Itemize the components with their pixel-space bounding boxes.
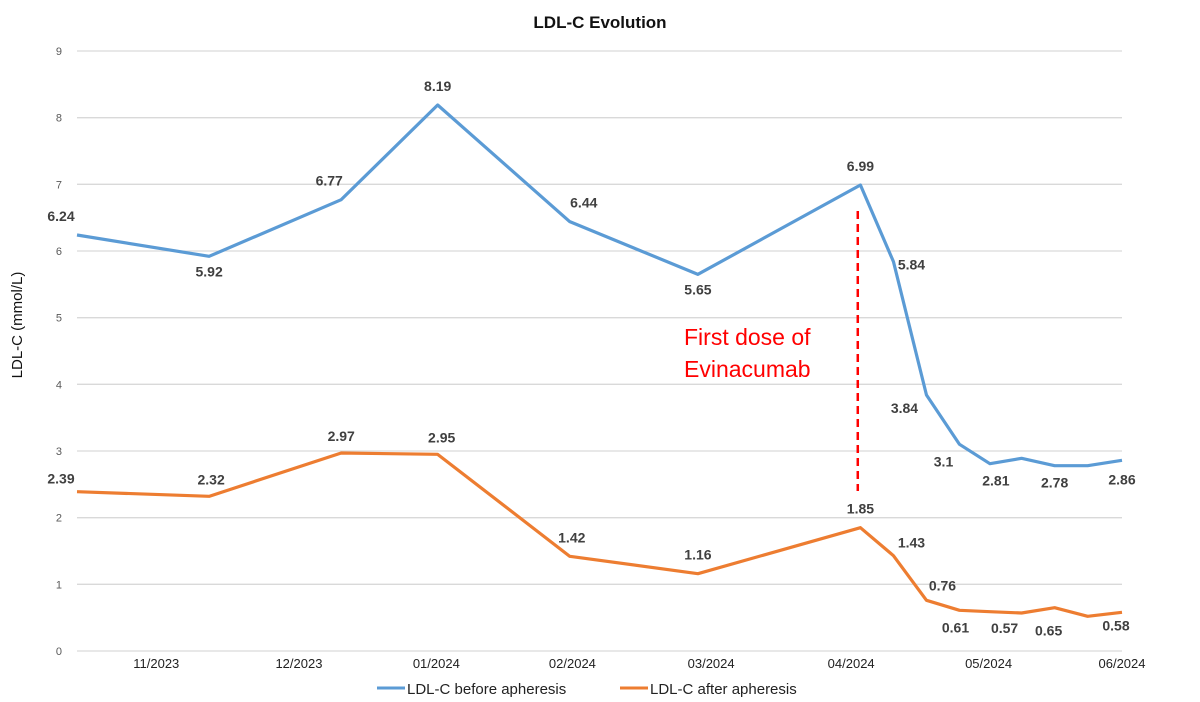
series-lines <box>76 103 1123 618</box>
y-tick-label: 7 <box>56 179 62 191</box>
y-tick-label: 5 <box>56 313 62 325</box>
annotation: First dose of Evinacumab <box>684 211 860 491</box>
data-label: 6.44 <box>570 195 597 211</box>
y-tick-label: 9 <box>56 46 62 58</box>
y-tick-label: 1 <box>56 579 62 591</box>
data-label: 3.84 <box>891 400 918 416</box>
data-label: 2.86 <box>1108 471 1135 487</box>
x-tick-label: 11/2023 <box>133 656 179 671</box>
series-line-0 <box>76 103 1123 468</box>
data-label: 0.76 <box>929 577 956 593</box>
gridlines <box>77 50 1122 652</box>
data-label: 2.81 <box>982 473 1009 489</box>
data-label: 6.99 <box>847 158 874 174</box>
data-label: 1.16 <box>684 547 711 563</box>
data-label: 2.39 <box>47 471 74 487</box>
y-tick-label: 3 <box>56 446 62 458</box>
x-tick-label: 06/2024 <box>1099 656 1146 671</box>
data-label: 2.95 <box>428 429 455 445</box>
data-label: 2.78 <box>1041 475 1068 491</box>
x-tick-label: 02/2024 <box>549 656 596 671</box>
data-label: 1.42 <box>558 529 585 545</box>
x-tick-label: 05/2024 <box>965 656 1012 671</box>
data-label: 8.19 <box>424 78 451 94</box>
annotation-text: First dose of <box>684 324 811 350</box>
y-axis-label: LDL-C (mmol/L) <box>9 272 26 379</box>
y-tick-label: 4 <box>56 379 62 391</box>
annotation-text: Evinacumab <box>684 356 811 382</box>
x-tick-label: 04/2024 <box>828 656 875 671</box>
data-label: 0.58 <box>1102 617 1129 633</box>
data-label: 5.84 <box>898 257 925 273</box>
chart-title: LDL-C Evolution <box>533 13 666 32</box>
x-tick-label: 12/2023 <box>275 656 322 671</box>
legend-label: LDL-C before apheresis <box>407 681 566 698</box>
series-line-1 <box>76 451 1123 618</box>
x-tick-label: 01/2024 <box>413 656 460 671</box>
data-label: 6.24 <box>47 208 74 224</box>
data-label: 0.65 <box>1035 623 1062 639</box>
y-tick-label: 6 <box>56 246 62 258</box>
data-label: 5.65 <box>684 281 711 297</box>
y-tick-label: 2 <box>56 513 62 525</box>
x-axis-ticks: 11/2023 12/2023 01/2024 02/2024 03/2024 04/20… <box>133 656 1145 671</box>
legend: LDL-C before apheresis LDL-C after aphere… <box>377 681 797 698</box>
data-label: 1.43 <box>898 535 925 551</box>
legend-label: LDL-C after apheresis <box>650 681 797 698</box>
data-labels: 6.24 5.92 6.77 8.19 6.44 5.65 6.99 5.84 3.84 3.1 2… <box>47 78 1135 639</box>
data-label: 5.92 <box>195 263 222 279</box>
data-label: 2.32 <box>197 471 224 487</box>
y-tick-label: 0 <box>56 646 62 658</box>
data-label: 2.97 <box>328 428 355 444</box>
y-tick-label: 8 <box>56 113 62 125</box>
data-label: 6.77 <box>316 173 343 189</box>
x-tick-label: 03/2024 <box>688 656 735 671</box>
data-label: 0.61 <box>942 619 969 635</box>
y-axis-ticks: 0 1 2 3 4 5 6 7 8 9 <box>56 46 62 658</box>
data-label: 1.85 <box>847 501 874 517</box>
data-label: 0.57 <box>991 620 1018 636</box>
data-label: 3.1 <box>934 453 954 469</box>
